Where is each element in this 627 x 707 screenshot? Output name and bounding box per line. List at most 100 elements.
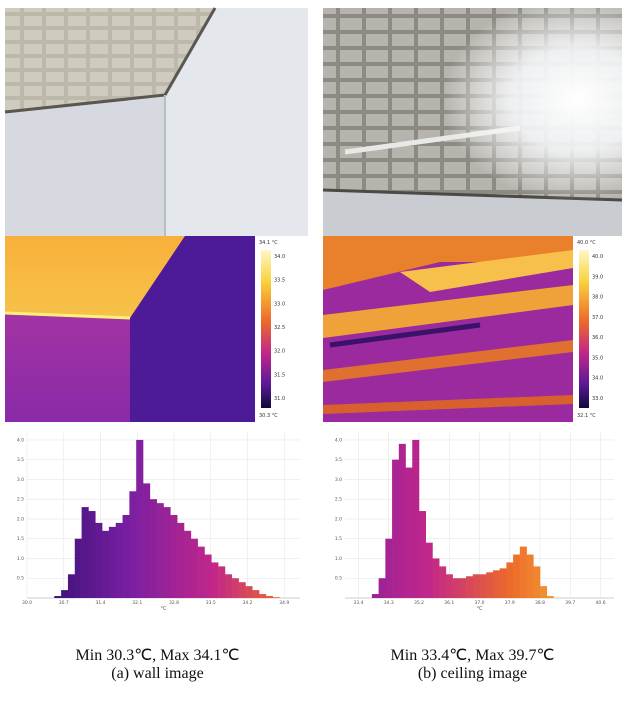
y-tick-label: 2.0	[17, 516, 24, 522]
colorbar-label: 32.1 °C	[577, 413, 596, 419]
histogram-bar	[546, 596, 554, 598]
histogram-bar	[183, 530, 192, 598]
y-tick-label: 1.0	[17, 556, 24, 562]
ceiling-tiles	[5, 8, 215, 112]
colorbar	[261, 250, 271, 408]
histogram-bar	[88, 511, 96, 598]
histogram-bar	[392, 459, 400, 598]
histogram-bar	[378, 578, 386, 598]
histogram-bar	[74, 538, 82, 598]
histogram-bar	[136, 439, 144, 598]
colorbar-tick-label: 37.0	[592, 315, 603, 321]
histogram-bar	[54, 596, 62, 598]
x-tick-label: 37.9	[505, 600, 515, 606]
histogram-bar	[95, 522, 103, 598]
histogram-bar	[418, 511, 426, 598]
histogram-bar	[432, 558, 440, 598]
x-tick-label: 32.8	[169, 600, 179, 606]
colorbar-tick-label: 39.0	[592, 274, 603, 280]
colorbar-tick-label: 40.0	[592, 254, 603, 260]
colorbar-tick-label: 31.0	[274, 396, 285, 402]
histogram-bar	[398, 443, 406, 598]
histogram-bar	[506, 562, 514, 598]
histogram-bar	[412, 439, 420, 598]
colorbar-tick-label: 33.0	[274, 301, 285, 307]
x-tick-label: 36.1	[444, 600, 454, 606]
histogram-bar	[156, 503, 164, 598]
y-tick-label: 3.5	[17, 457, 24, 463]
histogram-bar	[129, 491, 137, 598]
colorbar-tick-label: 35.0	[592, 355, 603, 361]
x-tick-label: 40.6	[596, 600, 606, 606]
x-axis-label: °C	[161, 606, 168, 612]
y-tick-label: 0.5	[335, 576, 342, 582]
caption-label: (b) ceiling image	[417, 665, 528, 682]
x-tick-label: 34.9	[279, 600, 289, 606]
histogram-bar	[486, 572, 494, 598]
histogram-bar	[259, 594, 267, 598]
histogram-bar	[479, 574, 487, 598]
colorbar-label: 34.1 °C	[259, 240, 278, 246]
x-tick-label: 34.2	[242, 600, 252, 606]
colorbar-tick-label: 34.0	[592, 376, 603, 382]
y-tick-label: 1.5	[17, 536, 24, 542]
colorbar-tick-label: 31.5	[274, 372, 285, 378]
histogram-bar	[115, 522, 123, 598]
colorbar-tick-label: 32.0	[274, 349, 285, 355]
colorbar-label: 30.3 °C	[259, 413, 278, 419]
histogram-bar	[177, 522, 185, 598]
histogram-bar	[452, 578, 460, 598]
histogram-bar	[533, 566, 541, 598]
colorbar-tick-label: 34.0	[274, 254, 285, 260]
x-tick-label: 30.7	[59, 600, 69, 606]
y-tick-label: 1.5	[335, 536, 342, 542]
histogram-bar	[211, 562, 219, 598]
histogram-bar	[492, 570, 500, 598]
colorbar	[579, 250, 589, 408]
caption-stats: Min 30.3℃, Max 34.1℃	[75, 647, 240, 664]
x-tick-label: 39.7	[565, 600, 575, 606]
x-tick-label: 33.5	[206, 600, 216, 606]
x-tick-label: 32.1	[132, 600, 142, 606]
histogram-bar	[163, 507, 171, 598]
x-tick-label: 37.0	[474, 600, 484, 606]
histogram-bar	[499, 568, 507, 598]
histogram-bar	[272, 597, 280, 598]
histogram-bar	[238, 582, 246, 598]
y-tick-label: 3.0	[17, 477, 24, 483]
histogram-bar	[231, 578, 239, 598]
histogram-bar	[526, 554, 534, 598]
histogram-bar	[425, 542, 433, 598]
y-tick-label: 3.0	[335, 477, 342, 483]
colorbar-tick-label: 36.0	[592, 335, 603, 341]
histogram-bar	[102, 530, 110, 598]
histogram-bar	[245, 586, 253, 598]
x-tick-label: 34.3	[384, 600, 394, 606]
histogram-bar	[122, 515, 130, 598]
caption-label: (a) wall image	[111, 665, 204, 682]
colorbar-tick-label: 38.0	[592, 295, 603, 301]
y-tick-label: 2.5	[17, 497, 24, 503]
histogram-bar	[108, 526, 117, 598]
histogram-bar	[190, 538, 198, 598]
figure-images: 34.1 °C 30.3 °C 34.0 33.5 33.0 32.5 32.0 31.5 31…	[4, 7, 623, 612]
right-wall	[165, 8, 308, 236]
histogram-bar	[445, 574, 453, 598]
histogram-bar	[61, 590, 69, 598]
y-tick-label: 2.0	[335, 516, 342, 522]
histogram-bar	[252, 590, 260, 598]
histogram-bar	[405, 467, 413, 598]
x-tick-label: 30.0	[22, 600, 32, 606]
histogram-bar	[371, 594, 379, 598]
histogram-bar	[466, 576, 474, 598]
histogram-bar	[513, 554, 521, 598]
histogram-bar	[540, 586, 548, 598]
y-tick-label: 4.0	[335, 437, 342, 443]
colorbar-tick-label: 33.5	[274, 278, 285, 284]
histogram-bar	[459, 578, 467, 598]
colorbar-tick-label: 33.0	[592, 396, 603, 402]
histogram-bar	[197, 546, 205, 598]
histogram-bar	[67, 574, 76, 598]
histogram-bar	[170, 515, 178, 598]
